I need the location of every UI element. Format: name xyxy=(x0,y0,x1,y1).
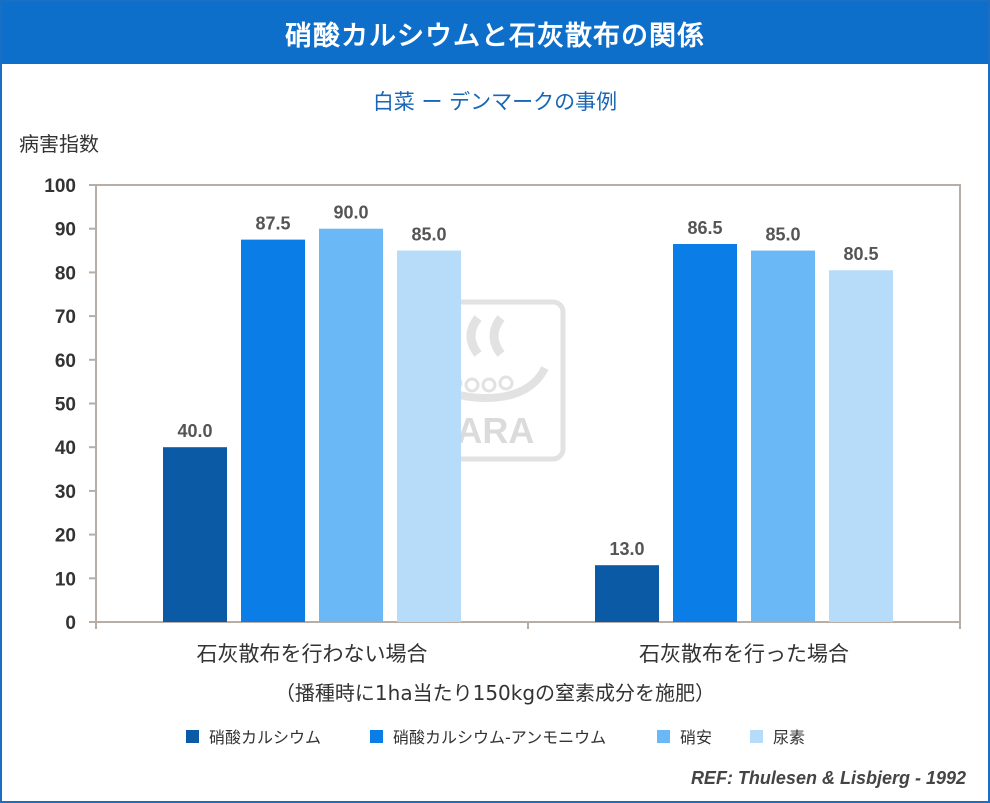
legend-label: 尿素 xyxy=(773,728,805,747)
data-label: 90.0 xyxy=(333,203,368,223)
data-label: 13.0 xyxy=(609,539,644,559)
legend-swatch xyxy=(750,730,763,743)
legend-swatch xyxy=(657,730,670,743)
y-tick-label: 70 xyxy=(55,307,76,328)
data-label: 80.5 xyxy=(843,244,878,264)
bar xyxy=(241,239,305,622)
y-tick-label: 60 xyxy=(55,351,76,372)
y-tick-label: 40 xyxy=(55,438,76,459)
reference-note: REF: Thulesen & Lisbjerg - 1992 xyxy=(690,768,966,788)
data-label: 86.5 xyxy=(687,218,722,238)
data-label: 85.0 xyxy=(411,225,446,245)
legend-label: 硝酸カルシウム-アンモニウム xyxy=(393,728,606,747)
bar xyxy=(751,250,815,623)
y-tick-label: 100 xyxy=(44,176,76,197)
data-label: 85.0 xyxy=(765,225,800,245)
x-category-label: 石灰散布を行った場合 xyxy=(639,642,849,666)
y-tick-label: 90 xyxy=(55,220,76,241)
y-tick-label: 80 xyxy=(55,263,76,284)
legend-swatch xyxy=(370,730,383,743)
y-tick-label: 20 xyxy=(55,526,76,547)
data-label: 40.0 xyxy=(177,421,212,441)
y-tick-label: 50 xyxy=(55,395,76,416)
y-axis-label: 病害指数 xyxy=(19,132,99,156)
page-title: 硝酸カルシウムと石灰散布の関係 xyxy=(2,2,988,64)
y-tick-label: 30 xyxy=(55,482,76,503)
y-tick-label: 10 xyxy=(55,569,76,590)
legend-label: 硝酸カルシウム xyxy=(209,728,321,747)
x-axis-note: （播種時に1ha当たり150kgの窒素成分を施肥） xyxy=(275,681,715,705)
chart-subtitle: 白菜 ー デンマークの事例 xyxy=(372,90,618,114)
bar xyxy=(673,243,737,622)
data-label: 87.5 xyxy=(255,214,290,234)
bar xyxy=(163,447,227,622)
y-tick-label: 0 xyxy=(65,613,76,634)
legend-label: 硝安 xyxy=(680,728,712,747)
bar xyxy=(319,228,383,622)
bar xyxy=(829,270,893,622)
bar xyxy=(595,565,659,622)
x-category-label: 石灰散布を行わない場合 xyxy=(197,642,428,666)
legend-swatch xyxy=(186,730,199,743)
bar xyxy=(397,250,461,623)
